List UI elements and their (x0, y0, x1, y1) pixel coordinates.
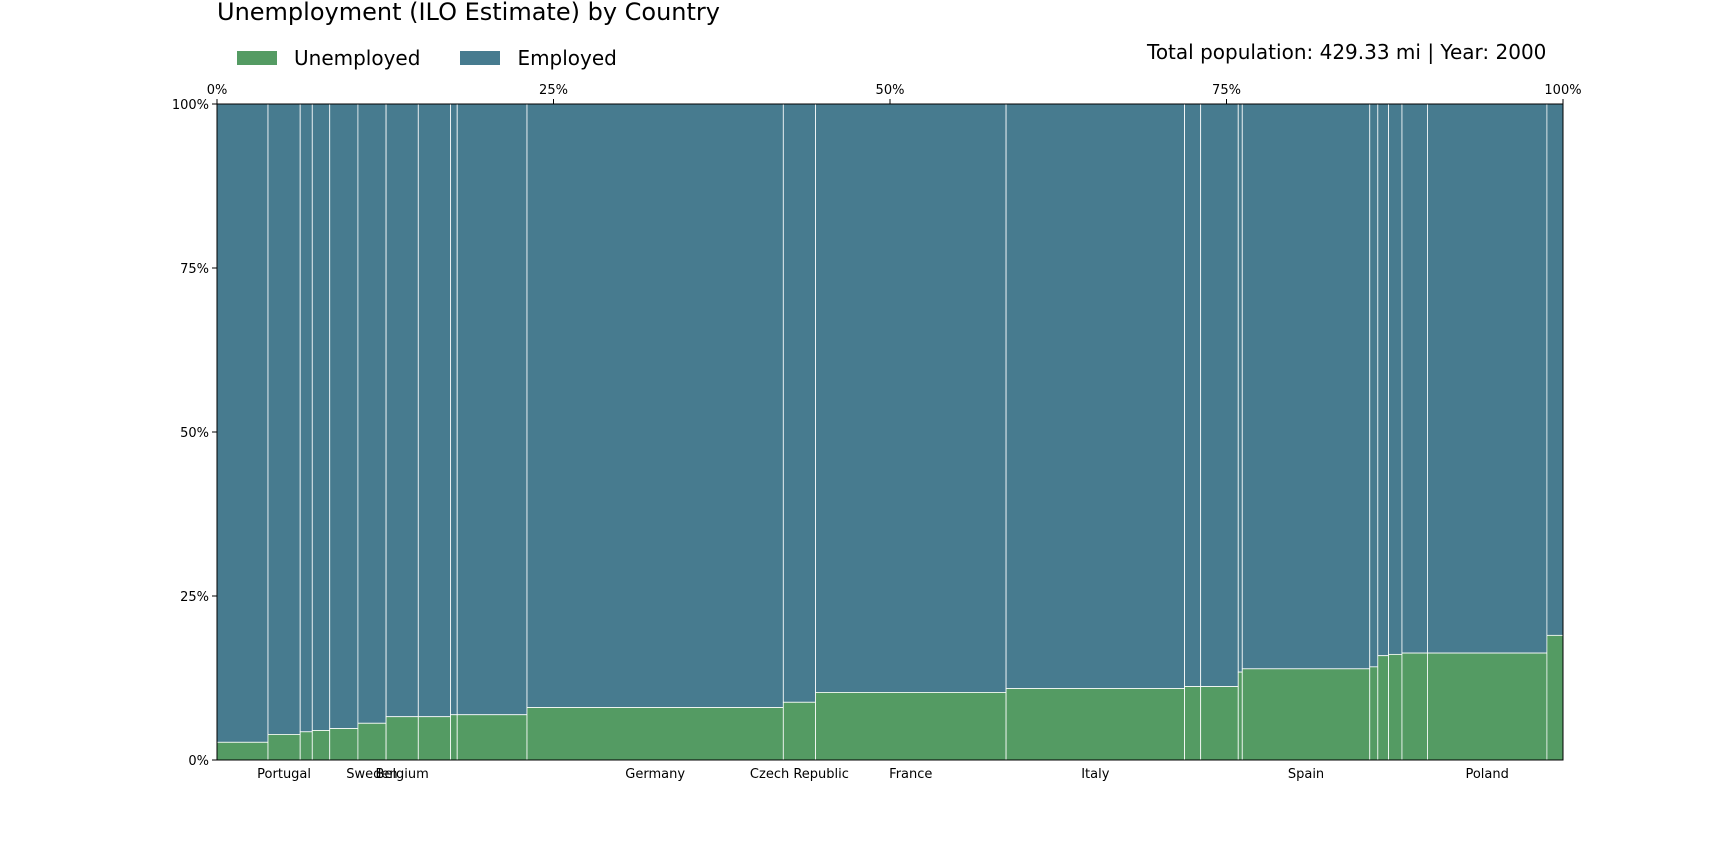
x-label-country-6: Belgium (376, 767, 429, 782)
legend: Unemployed Employed (237, 46, 657, 70)
x-label-country-22: Poland (1465, 767, 1508, 782)
bar-unemployed-7 (417, 716, 451, 761)
bar-unemployed-23 (1546, 634, 1564, 761)
bar-employed-14 (1184, 103, 1202, 687)
x-top-tick-label-1: 25% (539, 83, 568, 98)
bar-unemployed-5 (357, 722, 387, 761)
bar-employed-9 (456, 103, 528, 716)
bar-employed-18 (1369, 103, 1379, 668)
y-tick-label-0: 0% (188, 754, 209, 769)
x-top-tick-label-2: 50% (876, 83, 905, 98)
bar-unemployed-12 (815, 692, 1007, 761)
bar-unemployed-8 (450, 714, 458, 761)
y-tick-label-4: 100% (172, 98, 209, 113)
bar-employed-6 (385, 103, 419, 718)
bar-unemployed-4 (329, 728, 359, 761)
bar-employed-15 (1200, 103, 1239, 687)
bar-unemployed-19 (1377, 655, 1389, 761)
bar-employed-1 (267, 103, 301, 735)
legend-swatch-employed (460, 51, 501, 65)
bar-employed-10 (526, 103, 784, 708)
y-tick-label-2: 50% (180, 426, 209, 441)
bar-unemployed-10 (526, 707, 784, 761)
bar-employed-2 (299, 103, 313, 733)
bar-unemployed-1 (267, 734, 301, 761)
legend-swatch-unemployed (237, 51, 277, 65)
x-label-country-17: Spain (1288, 767, 1324, 782)
bar-unemployed-18 (1369, 666, 1379, 761)
bar-unemployed-11 (782, 701, 816, 761)
bar-unemployed-20 (1388, 653, 1403, 761)
bar-employed-19 (1377, 103, 1389, 657)
bar-employed-16 (1237, 103, 1243, 673)
bar-unemployed-21 (1401, 652, 1428, 761)
y-tick-label-3: 75% (180, 262, 209, 277)
bar-employed-4 (329, 103, 359, 729)
legend-item-unemployed: Unemployed (237, 46, 420, 70)
bar-employed-22 (1427, 103, 1548, 654)
bar-employed-3 (311, 103, 331, 731)
bar-employed-5 (357, 103, 387, 724)
x-top-tick-label-3: 75% (1212, 83, 1241, 98)
bar-unemployed-15 (1200, 686, 1239, 761)
legend-label-employed: Employed (517, 46, 617, 70)
bar-employed-12 (815, 103, 1007, 693)
bar-unemployed-6 (385, 716, 419, 761)
x-label-country-13: Italy (1081, 767, 1110, 782)
bar-unemployed-0 (216, 741, 269, 761)
x-label-country-10: Germany (625, 767, 685, 782)
x-label-country-1: Portugal (257, 767, 311, 782)
y-tick-label-1: 25% (180, 590, 209, 605)
x-label-country-5: Sweden (346, 767, 397, 782)
x-label-country-12: France (889, 767, 932, 782)
bar-unemployed-16 (1237, 671, 1243, 761)
bar-unemployed-13 (1005, 688, 1185, 761)
legend-label-unemployed: Unemployed (294, 46, 421, 70)
bar-employed-7 (417, 103, 451, 718)
bar-employed-21 (1401, 103, 1428, 654)
bar-unemployed-3 (311, 730, 331, 761)
chart-title: Unemployment (ILO Estimate) by Country (217, 0, 720, 26)
bar-employed-13 (1005, 103, 1185, 689)
bar-employed-17 (1241, 103, 1371, 670)
bar-employed-0 (216, 103, 269, 743)
bar-employed-8 (450, 103, 458, 716)
bar-employed-23 (1546, 103, 1564, 636)
x-top-tick-label-0: 0% (207, 83, 228, 98)
bar-employed-20 (1388, 103, 1403, 655)
bar-unemployed-17 (1241, 668, 1371, 761)
population-year-info: Total population: 429.33 mi | Year: 2000 (1147, 40, 1547, 64)
bar-unemployed-9 (456, 714, 528, 761)
x-top-tick-label-4: 100% (1544, 83, 1581, 98)
bar-employed-11 (782, 103, 816, 703)
bar-unemployed-22 (1427, 652, 1548, 761)
bar-unemployed-2 (299, 731, 313, 761)
x-label-country-11: Czech Republic (750, 767, 849, 782)
bar-unemployed-14 (1184, 686, 1202, 761)
legend-item-employed: Employed (460, 46, 617, 70)
